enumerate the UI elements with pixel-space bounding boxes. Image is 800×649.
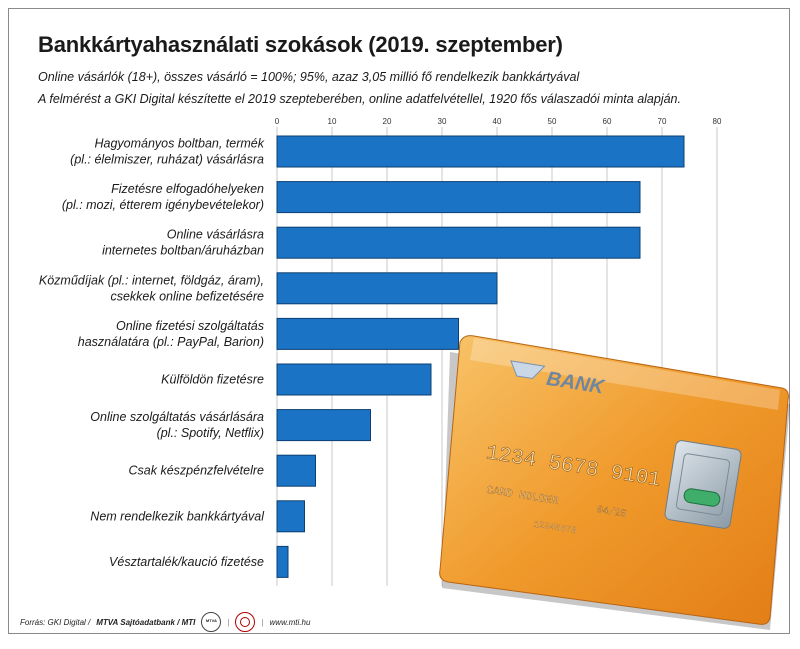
x-tick-label: 10	[328, 117, 337, 126]
chart-title: Bankkártyahasználati szokások (2019. sze…	[38, 32, 563, 57]
category-label: Online fizetési szolgáltatás	[116, 319, 264, 333]
footer-site: www.mti.hu	[269, 617, 311, 627]
bar	[276, 181, 641, 214]
bar	[276, 500, 305, 533]
category-label: (pl.: mozi, étterem igénybevételekor)	[62, 198, 264, 212]
card-expiry: 04/25	[596, 504, 628, 521]
chart-bars	[276, 135, 685, 578]
x-tick-label: 70	[658, 117, 667, 126]
category-label: Közműdíjak (pl.: internet, földgáz, áram…	[39, 273, 264, 287]
bar	[276, 545, 289, 578]
category-label: Online vásárlásra	[167, 228, 264, 242]
bar-chart: 0 10 20 30 40 50 60 70 80 Hagyományos boltban, t…	[39, 117, 722, 586]
footer-source: Forrás: GKI Digital /	[20, 617, 91, 627]
card-body	[439, 335, 789, 625]
category-label: használatára (pl.: PayPal, Barion)	[78, 335, 264, 349]
x-tick-label: 40	[493, 117, 502, 126]
x-tick-label: 80	[713, 117, 722, 126]
bank-card-illustration: BANK 1234 5678 9101 1121 CARD HOLDER 04/…	[430, 330, 800, 644]
bar	[276, 363, 432, 396]
category-label: Csak készpénzfelvételre	[129, 464, 265, 478]
x-tick-label: 30	[438, 117, 447, 126]
bar	[276, 272, 498, 305]
footer-agency: MTVA Sajtóadatbank / MTI	[96, 617, 196, 627]
category-label: csekkek online befizetésére	[110, 289, 264, 303]
category-label: (pl.: Spotify, Netflix)	[157, 426, 264, 440]
footer: Forrás: GKI Digital / MTVA Sajtóadatbank…	[20, 612, 310, 632]
x-tick-label: 20	[383, 117, 392, 126]
bar	[276, 454, 316, 487]
x-tick-label: 0	[275, 117, 280, 126]
chart-subtitle-2: A felmérést a GKI Digital készítette el …	[38, 92, 681, 106]
mti-logo-icon	[235, 612, 256, 632]
card-chip-inner	[675, 453, 731, 516]
category-label: Nem rendelkezik bankkártyával	[90, 509, 265, 523]
category-labels: Hagyományos boltban, termék (pl.: élelmis…	[39, 137, 265, 569]
category-label: Fizetésre elfogadóhelyeken	[111, 182, 264, 196]
contactless-icon	[683, 488, 721, 507]
category-label: Online szolgáltatás vásárlására	[90, 410, 264, 424]
footer-separator: |	[261, 617, 264, 627]
mtva-logo-icon	[201, 612, 222, 632]
bar	[276, 135, 685, 168]
card-chip	[664, 440, 742, 529]
category-label: Külföldön fizetésre	[161, 373, 264, 387]
bar	[276, 409, 371, 442]
infographic-frame	[8, 8, 790, 634]
x-axis-ticks: 0 10 20 30 40 50 60 70 80	[275, 117, 722, 126]
x-tick-label: 50	[548, 117, 557, 126]
bar	[276, 226, 641, 259]
category-label: Vésztartalék/kaució fizetése	[109, 555, 264, 569]
category-label: internetes boltban/áruházban	[102, 244, 264, 258]
bank-logo-icon	[510, 360, 546, 380]
bar	[276, 317, 459, 350]
chart-subtitle-1: Online vásárlók (18+), összes vásárló = …	[38, 70, 580, 84]
category-label: (pl.: élelmiszer, ruházat) vásárlásra	[70, 153, 264, 167]
footer-separator: |	[227, 617, 230, 627]
x-tick-label: 60	[603, 117, 612, 126]
category-label: Hagyományos boltban, termék	[94, 137, 264, 151]
card-highlight	[470, 338, 780, 410]
